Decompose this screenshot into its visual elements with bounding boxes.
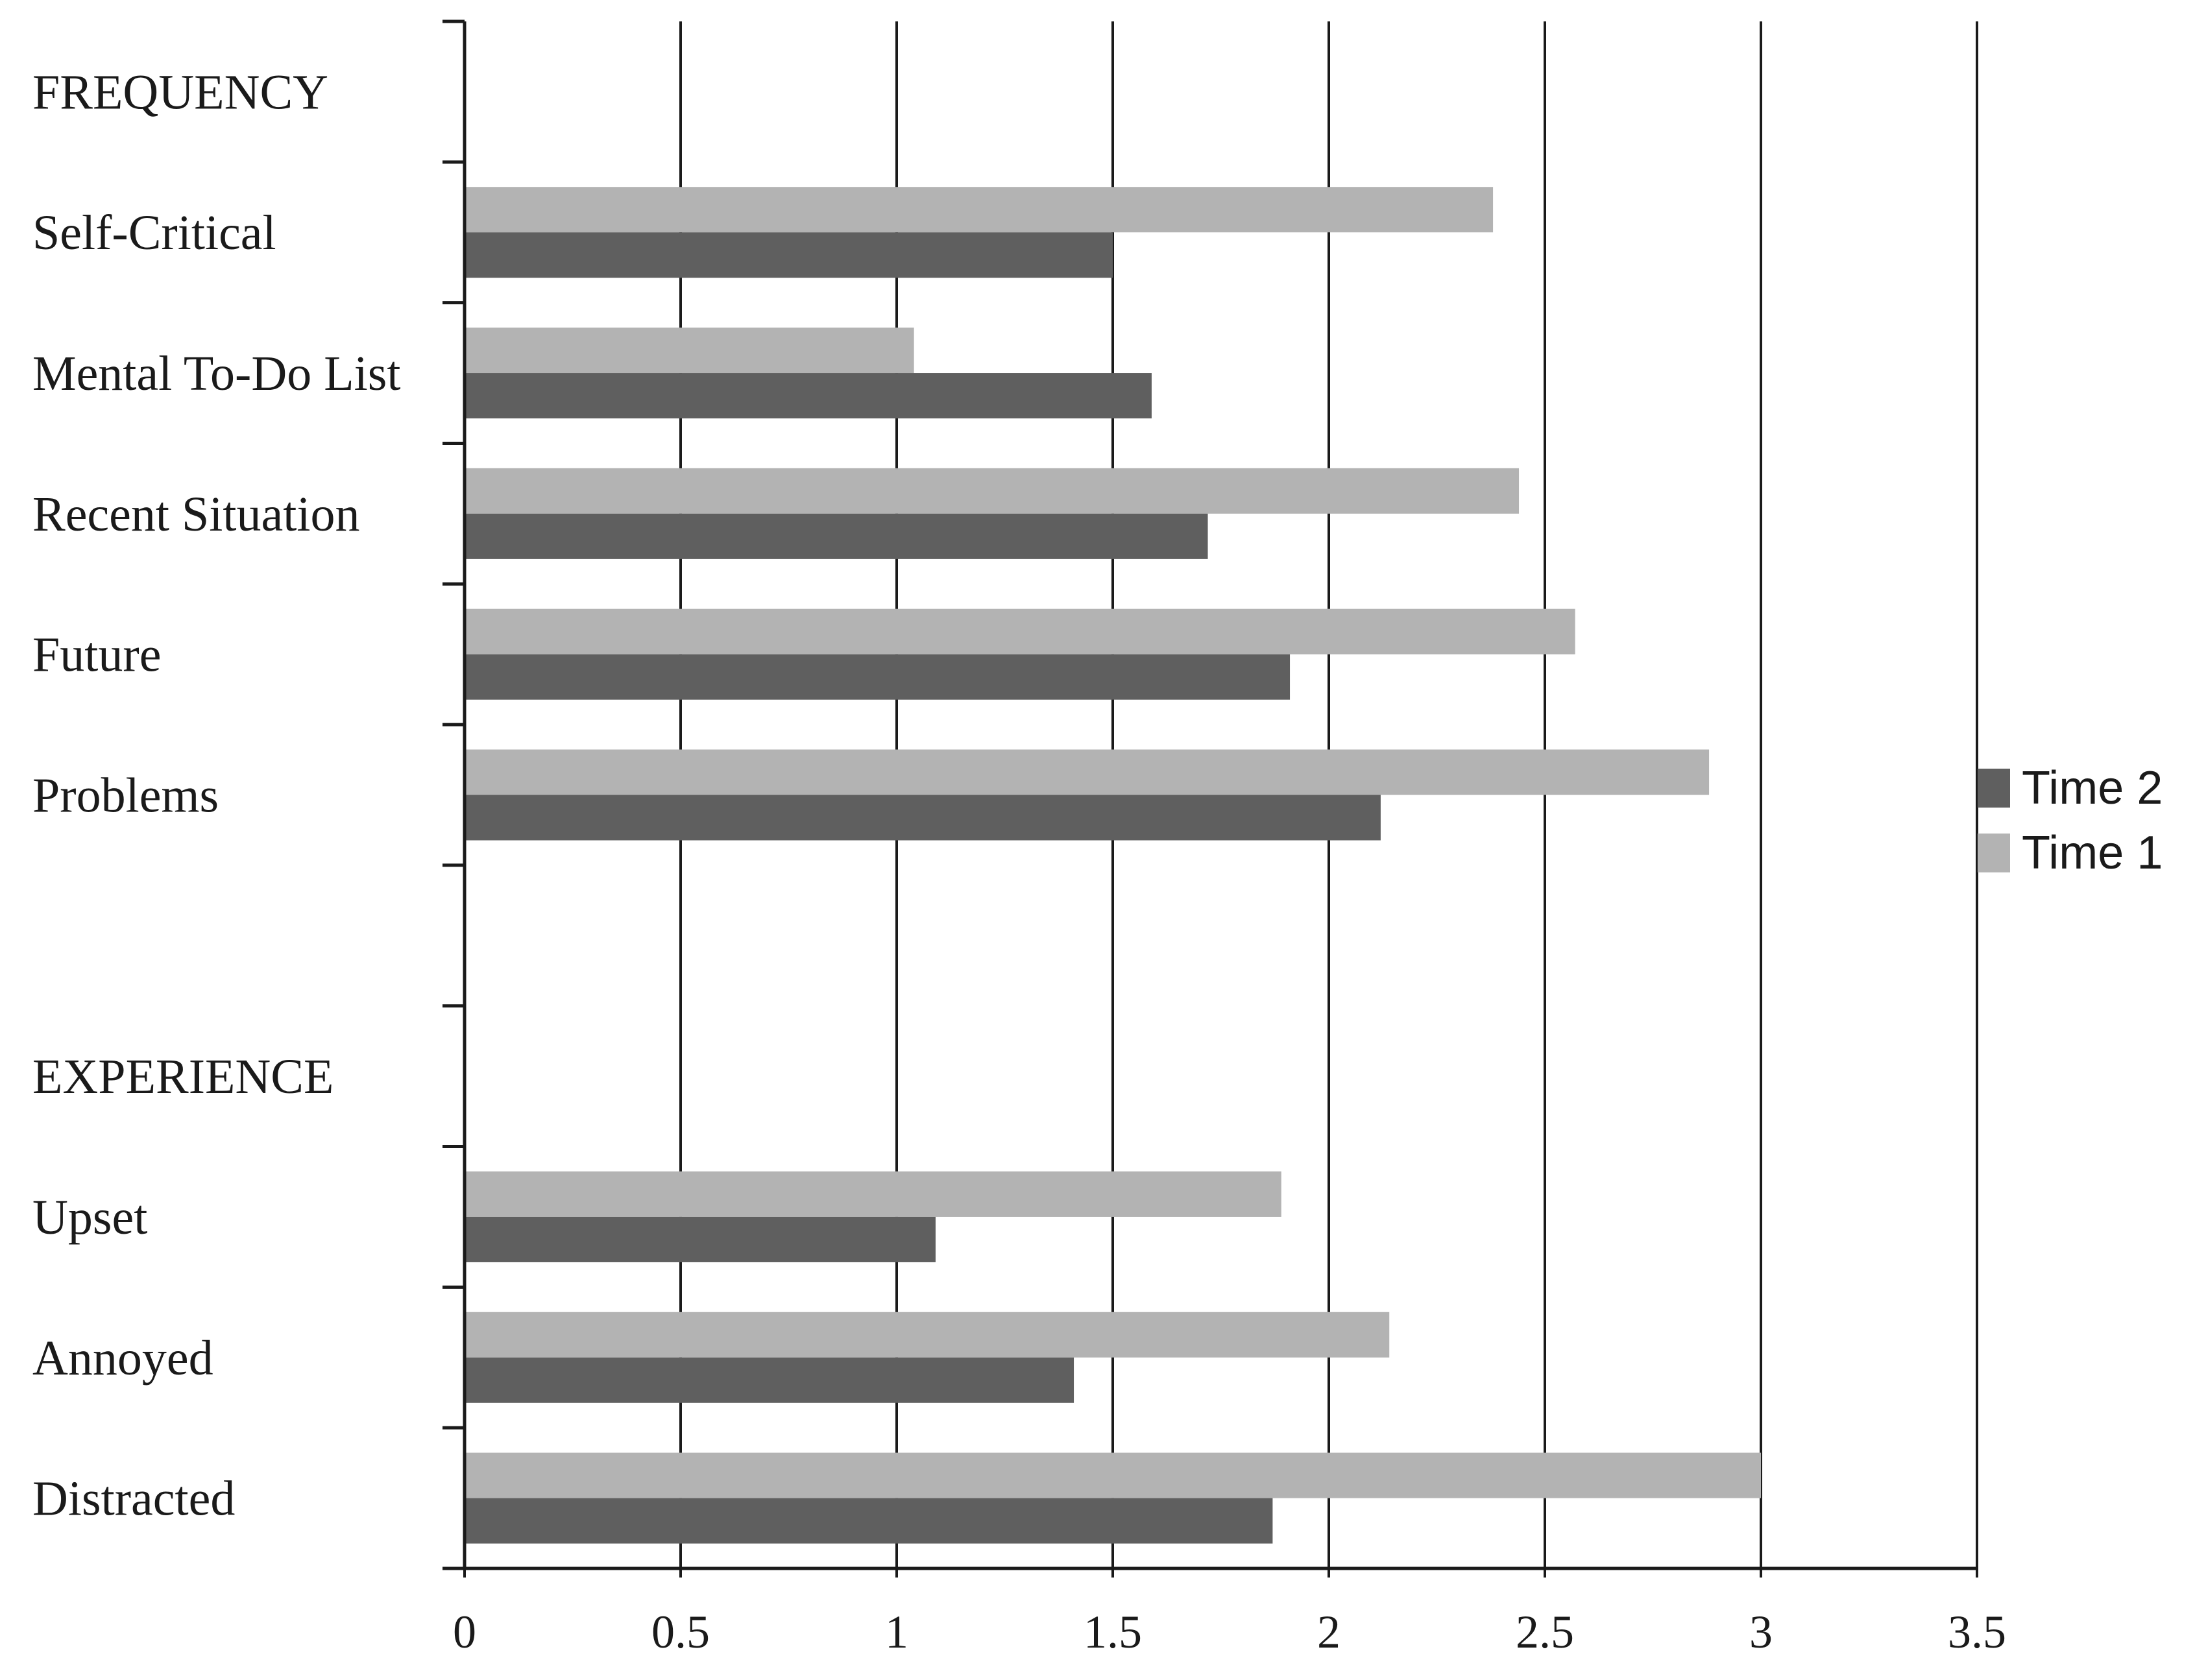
x-tick-label: 3.5 bbox=[1948, 1606, 2006, 1658]
bar-time-1-problems bbox=[465, 749, 1710, 795]
bars bbox=[465, 187, 1761, 1544]
legend-label-time-2: Time 2 bbox=[2022, 762, 2163, 814]
bar-time-2-self-critical bbox=[465, 232, 1113, 278]
bar-time-1-future bbox=[465, 608, 1575, 654]
bar-time-1-mental-to-do-list bbox=[465, 328, 914, 374]
x-tick-label: 3 bbox=[1749, 1606, 1773, 1658]
legend: Time 2 Time 1 bbox=[1978, 762, 2163, 879]
bar-time-2-annoyed bbox=[465, 1357, 1074, 1403]
bar-time-2-upset bbox=[465, 1216, 936, 1262]
bar-time-2-future bbox=[465, 654, 1291, 700]
bar-time-1-upset bbox=[465, 1171, 1281, 1217]
category-label: Upset bbox=[32, 1190, 147, 1245]
category-label: Recent Situation bbox=[32, 487, 359, 542]
x-tick-label: 1 bbox=[885, 1606, 908, 1658]
category-label: Self-Critical bbox=[32, 206, 276, 260]
legend-swatch-time-2 bbox=[1978, 769, 2010, 808]
category-label: Annoyed bbox=[32, 1331, 213, 1386]
category-label: Future bbox=[32, 628, 161, 682]
x-tick-label: 2 bbox=[1317, 1606, 1340, 1658]
x-tick-labels: 0 0.5 1 1.5 2 2.5 3 3.5 bbox=[453, 1606, 2006, 1658]
bar-time-2-problems bbox=[465, 795, 1381, 841]
category-label: Mental To-Do List bbox=[32, 346, 400, 401]
bar-time-2-distracted bbox=[465, 1498, 1273, 1544]
x-tick-label: 0 bbox=[453, 1606, 476, 1658]
category-label: Problems bbox=[32, 769, 219, 823]
bar-time-2-mental-to-do-list bbox=[465, 373, 1152, 419]
y-axis bbox=[443, 19, 1978, 1578]
x-tick-label: 2.5 bbox=[1516, 1606, 1574, 1658]
x-tick-label: 0.5 bbox=[651, 1606, 710, 1658]
legend-label-time-1: Time 1 bbox=[2022, 827, 2163, 879]
category-labels: FREQUENCY Self-Critical Mental To-Do List R… bbox=[32, 65, 400, 1526]
category-label: Distracted bbox=[32, 1472, 235, 1526]
bar-time-2-recent-situation bbox=[465, 513, 1208, 559]
bar-time-1-annoyed bbox=[465, 1312, 1390, 1358]
x-tick-label: 1.5 bbox=[1084, 1606, 1142, 1658]
legend-swatch-time-1 bbox=[1978, 834, 2010, 872]
category-label: EXPERIENCE bbox=[32, 1050, 333, 1104]
bar-time-1-distracted bbox=[465, 1452, 1761, 1498]
bar-time-1-self-critical bbox=[465, 187, 1494, 233]
bar-time-1-recent-situation bbox=[465, 468, 1520, 514]
category-label: FREQUENCY bbox=[32, 65, 328, 119]
